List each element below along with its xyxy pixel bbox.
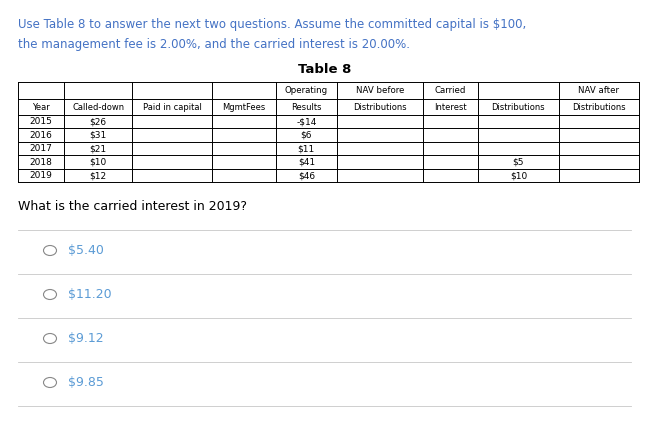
Text: $9.85: $9.85 bbox=[68, 376, 104, 389]
Text: What is the carried interest in 2019?: What is the carried interest in 2019? bbox=[18, 201, 247, 214]
Text: Distributions: Distributions bbox=[491, 103, 545, 112]
Text: 2016: 2016 bbox=[30, 131, 53, 140]
Text: $26: $26 bbox=[90, 117, 106, 126]
Text: $6: $6 bbox=[300, 131, 312, 140]
Text: the management fee is 2.00%, and the carried interest is 20.00%.: the management fee is 2.00%, and the car… bbox=[18, 38, 410, 51]
Text: $11.20: $11.20 bbox=[68, 288, 112, 301]
Text: $21: $21 bbox=[90, 144, 106, 153]
Text: $12: $12 bbox=[90, 171, 106, 180]
Text: Called-down: Called-down bbox=[72, 103, 124, 112]
Text: $9.12: $9.12 bbox=[68, 332, 104, 345]
Text: MgmtFees: MgmtFees bbox=[223, 103, 265, 112]
Text: Use Table 8 to answer the next two questions. Assume the committed capital is $1: Use Table 8 to answer the next two quest… bbox=[18, 18, 526, 31]
Text: 2015: 2015 bbox=[30, 117, 53, 126]
Text: NAV before: NAV before bbox=[356, 86, 404, 95]
Text: 2019: 2019 bbox=[30, 171, 53, 180]
Text: Year: Year bbox=[32, 103, 50, 112]
Text: Distributions: Distributions bbox=[353, 103, 406, 112]
Text: Table 8: Table 8 bbox=[298, 63, 351, 76]
Text: $31: $31 bbox=[90, 131, 106, 140]
Text: Results: Results bbox=[291, 103, 322, 112]
Text: Carried: Carried bbox=[435, 86, 466, 95]
Text: Interest: Interest bbox=[434, 103, 467, 112]
Text: Paid in capital: Paid in capital bbox=[143, 103, 202, 112]
Text: $11: $11 bbox=[298, 144, 315, 153]
Text: $5.40: $5.40 bbox=[68, 244, 104, 257]
Text: -$14: -$14 bbox=[296, 117, 317, 126]
Text: $5: $5 bbox=[513, 158, 524, 167]
Text: NAV after: NAV after bbox=[578, 86, 619, 95]
Text: $10: $10 bbox=[90, 158, 106, 167]
Text: Distributions: Distributions bbox=[572, 103, 626, 112]
Text: $10: $10 bbox=[509, 171, 527, 180]
Text: 2017: 2017 bbox=[30, 144, 53, 153]
Text: $41: $41 bbox=[298, 158, 315, 167]
Text: 2018: 2018 bbox=[30, 158, 53, 167]
Text: $46: $46 bbox=[298, 171, 315, 180]
Text: Operating: Operating bbox=[285, 86, 328, 95]
